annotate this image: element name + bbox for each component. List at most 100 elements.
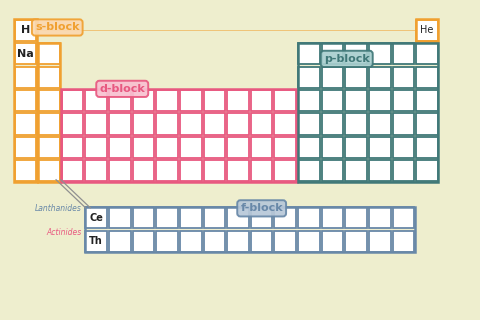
- Bar: [416, 43, 438, 64]
- Bar: [369, 207, 391, 228]
- Bar: [298, 90, 320, 111]
- Bar: [369, 90, 391, 111]
- Bar: [132, 160, 155, 181]
- Bar: [85, 90, 107, 111]
- Bar: [132, 137, 155, 158]
- Text: Na: Na: [17, 49, 34, 59]
- Bar: [369, 67, 391, 88]
- Bar: [322, 113, 343, 135]
- Bar: [227, 137, 249, 158]
- Bar: [345, 137, 367, 158]
- Bar: [251, 207, 273, 228]
- Bar: [204, 90, 225, 111]
- Bar: [156, 207, 178, 228]
- Bar: [132, 90, 155, 111]
- Bar: [298, 113, 320, 135]
- Text: s-block: s-block: [35, 22, 80, 32]
- Bar: [204, 113, 225, 135]
- Bar: [85, 207, 415, 252]
- Text: He: He: [420, 25, 434, 35]
- Bar: [132, 231, 155, 252]
- Bar: [322, 90, 343, 111]
- Bar: [180, 137, 202, 158]
- Bar: [345, 160, 367, 181]
- Bar: [322, 137, 343, 158]
- Bar: [393, 43, 414, 64]
- Bar: [393, 67, 414, 88]
- Bar: [275, 207, 296, 228]
- Text: p-block: p-block: [324, 54, 370, 64]
- Bar: [345, 231, 367, 252]
- Bar: [38, 113, 60, 135]
- Bar: [345, 90, 367, 111]
- Bar: [251, 231, 273, 252]
- Bar: [275, 160, 296, 181]
- Bar: [85, 231, 107, 252]
- Bar: [298, 43, 320, 64]
- Bar: [393, 137, 414, 158]
- Bar: [14, 90, 36, 111]
- Bar: [369, 113, 391, 135]
- Bar: [345, 207, 367, 228]
- Bar: [180, 207, 202, 228]
- Bar: [416, 20, 438, 41]
- Bar: [416, 160, 438, 181]
- Bar: [369, 43, 391, 64]
- Bar: [227, 231, 249, 252]
- Bar: [14, 160, 36, 181]
- Text: Th: Th: [89, 236, 103, 246]
- Bar: [369, 231, 391, 252]
- Bar: [298, 207, 320, 228]
- Bar: [62, 160, 84, 181]
- Bar: [322, 160, 343, 181]
- Bar: [275, 231, 296, 252]
- Bar: [62, 137, 84, 158]
- Bar: [109, 231, 131, 252]
- Bar: [38, 67, 60, 88]
- Bar: [109, 160, 131, 181]
- Bar: [180, 113, 202, 135]
- Text: H: H: [21, 25, 30, 35]
- Bar: [62, 113, 84, 135]
- Bar: [38, 160, 60, 181]
- Bar: [156, 137, 178, 158]
- Bar: [275, 90, 296, 111]
- Bar: [322, 43, 343, 64]
- Bar: [322, 67, 343, 88]
- Bar: [180, 231, 202, 252]
- Bar: [298, 43, 438, 182]
- Bar: [322, 207, 343, 228]
- Bar: [369, 137, 391, 158]
- Text: Lanthanides: Lanthanides: [35, 204, 82, 213]
- Bar: [156, 90, 178, 111]
- Bar: [393, 231, 414, 252]
- Bar: [109, 90, 131, 111]
- Bar: [14, 20, 36, 41]
- Bar: [322, 231, 343, 252]
- Bar: [251, 160, 273, 181]
- Bar: [416, 137, 438, 158]
- Bar: [62, 90, 84, 111]
- Text: f-block: f-block: [240, 203, 283, 213]
- Bar: [85, 113, 107, 135]
- Text: Actinides: Actinides: [47, 228, 82, 237]
- Bar: [298, 137, 320, 158]
- Bar: [298, 160, 320, 181]
- Bar: [227, 90, 249, 111]
- Bar: [85, 137, 107, 158]
- Bar: [61, 89, 297, 182]
- Bar: [14, 19, 36, 182]
- Bar: [416, 90, 438, 111]
- Bar: [251, 90, 273, 111]
- Bar: [38, 43, 60, 64]
- Bar: [180, 160, 202, 181]
- Bar: [393, 113, 414, 135]
- Bar: [251, 137, 273, 158]
- Bar: [180, 90, 202, 111]
- Bar: [132, 113, 155, 135]
- Bar: [369, 160, 391, 181]
- Bar: [14, 43, 36, 64]
- Bar: [275, 113, 296, 135]
- Bar: [14, 113, 36, 135]
- Bar: [298, 67, 320, 88]
